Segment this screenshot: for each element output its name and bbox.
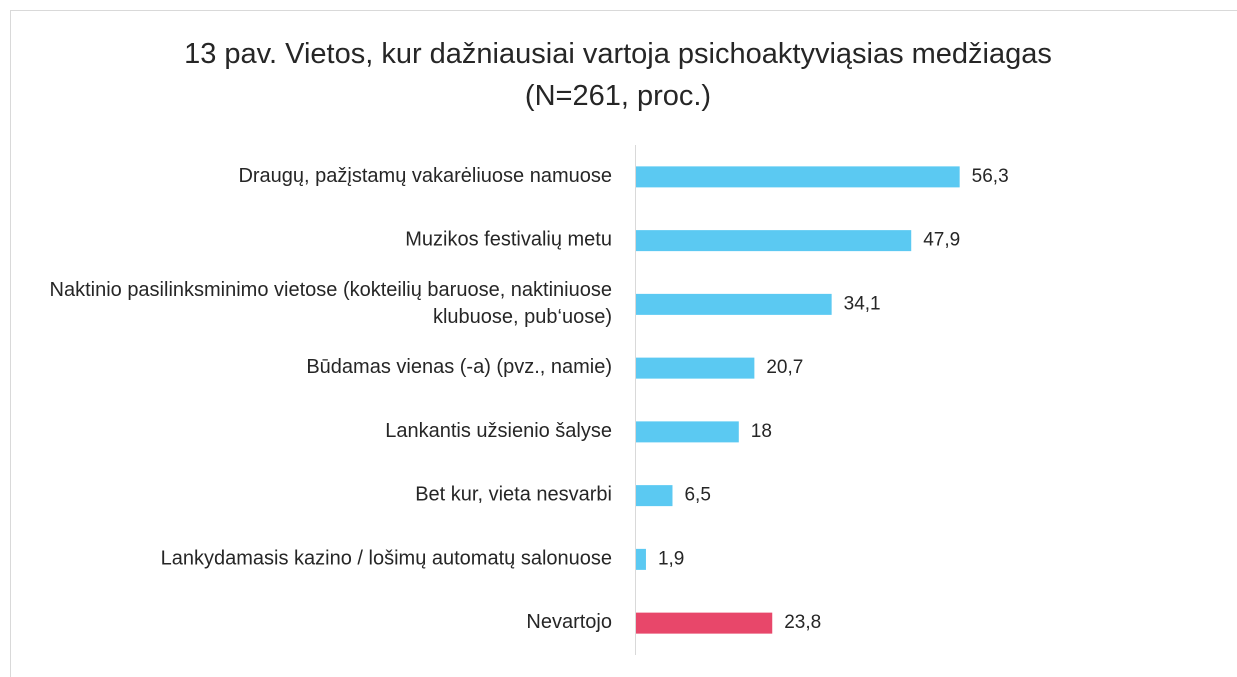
frame (10, 10, 1237, 677)
chart-title: 13 pav. Vietos, kur dažniausiai vartoja … (184, 38, 1052, 112)
category-label: Lankantis užsienio šalyse (385, 420, 612, 442)
bar (635, 612, 773, 634)
bar (635, 421, 739, 443)
value-label: 20,7 (766, 357, 803, 378)
category-label: Nevartojo (526, 611, 612, 633)
bar (635, 357, 755, 379)
bar (635, 230, 912, 252)
category-label: Muzikos festivalių metu (405, 229, 612, 251)
bar (635, 485, 673, 507)
category-label: Lankydamasis kazino / lošimų automatų sa… (161, 548, 612, 570)
bar (635, 166, 960, 188)
value-label: 34,1 (844, 293, 881, 314)
category-label: Naktinio pasilinksminimo vietose (koktei… (50, 279, 613, 328)
value-label: 18 (751, 421, 772, 442)
bar (635, 293, 832, 315)
category-label: Būdamas vienas (-a) (pvz., namie) (306, 356, 612, 378)
value-label: 56,3 (972, 166, 1009, 187)
value-label: 1,9 (658, 548, 684, 569)
category-label: Draugų, pažįstamų vakarėliuose namuose (238, 165, 612, 187)
value-label: 47,9 (923, 230, 960, 251)
bar (635, 548, 646, 570)
value-label: 6,5 (684, 485, 710, 506)
category-label: Bet kur, vieta nesvarbi (415, 484, 612, 506)
value-label: 23,8 (784, 612, 821, 633)
